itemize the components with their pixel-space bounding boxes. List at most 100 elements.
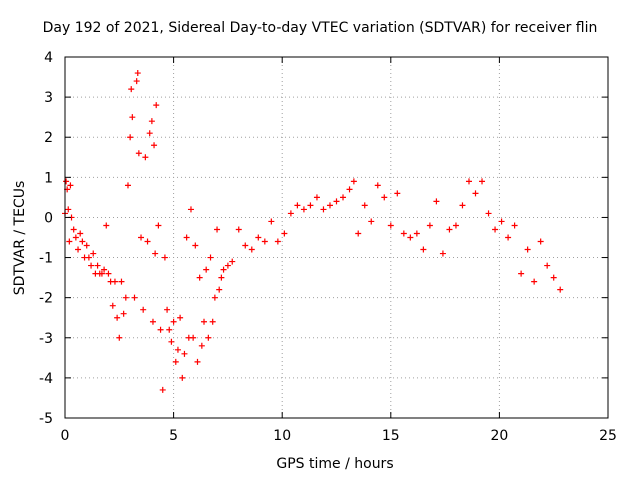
y-axis-label: SDTVAR / TECUs: [12, 180, 28, 296]
data-point: [320, 206, 327, 213]
y-tick-label: -4: [39, 371, 53, 387]
data-points: [62, 70, 564, 393]
data-point: [492, 226, 499, 233]
data-point: [300, 206, 307, 213]
data-point: [361, 202, 368, 209]
data-point: [67, 182, 74, 189]
data-point: [142, 154, 149, 161]
data-point: [140, 306, 147, 313]
data-point: [355, 230, 362, 237]
data-point: [105, 270, 112, 277]
data-point: [209, 318, 216, 325]
data-point: [109, 302, 116, 309]
data-point: [261, 238, 268, 245]
data-point: [131, 294, 138, 301]
data-point: [340, 194, 347, 201]
data-point: [114, 314, 121, 321]
data-point: [531, 278, 538, 285]
data-point: [557, 286, 564, 293]
data-point: [281, 230, 288, 237]
data-point: [381, 194, 388, 201]
y-tick-label: -1: [39, 251, 53, 267]
data-point: [218, 274, 225, 281]
data-point: [235, 226, 242, 233]
data-point: [287, 210, 294, 217]
data-point: [196, 274, 203, 281]
data-point: [138, 234, 145, 241]
data-point: [524, 246, 531, 253]
data-point: [346, 186, 353, 193]
data-point: [135, 150, 142, 157]
data-point: [172, 358, 179, 365]
data-point: [187, 206, 194, 213]
y-tick-label: -2: [39, 291, 53, 307]
axis-ticks: 0 5 10 15 20 25 -5 -4 -3 -2 -1 0 1 2 3 4: [39, 50, 617, 444]
data-point: [65, 206, 72, 213]
data-point: [387, 222, 394, 229]
data-point: [101, 266, 108, 273]
data-point: [83, 242, 90, 249]
data-point: [70, 226, 77, 233]
data-point: [426, 222, 433, 229]
data-point: [85, 254, 92, 261]
data-point: [505, 234, 512, 241]
data-point: [242, 242, 249, 249]
data-point: [122, 294, 129, 301]
data-point: [98, 270, 105, 277]
x-tick-label: 10: [273, 428, 291, 444]
data-point: [537, 238, 544, 245]
data-point: [168, 338, 175, 345]
y-tick-label: -3: [39, 331, 53, 347]
data-point: [183, 234, 190, 241]
data-point: [177, 314, 184, 321]
data-point: [413, 230, 420, 237]
data-point: [90, 250, 97, 257]
data-point: [229, 258, 236, 265]
data-point: [149, 318, 156, 325]
data-point: [75, 246, 82, 253]
data-point: [374, 182, 381, 189]
y-tick-label: 4: [44, 50, 53, 66]
data-point: [216, 286, 223, 293]
data-point: [394, 190, 401, 197]
data-point: [465, 178, 472, 185]
data-point: [120, 310, 127, 317]
data-point: [350, 178, 357, 185]
data-point: [148, 118, 155, 125]
data-point: [116, 334, 123, 341]
data-point: [181, 350, 188, 357]
data-point: [190, 334, 197, 341]
y-tick-label: 2: [44, 130, 53, 146]
data-point: [111, 278, 118, 285]
data-point: [63, 178, 70, 185]
y-tick-label: 3: [44, 90, 53, 106]
data-point: [224, 262, 231, 269]
data-point: [446, 226, 453, 233]
data-point: [103, 222, 110, 229]
y-tick-label: 1: [44, 170, 53, 186]
data-point: [124, 182, 131, 189]
x-tick-label: 15: [382, 428, 400, 444]
data-point: [550, 274, 557, 281]
data-point: [164, 306, 171, 313]
data-point: [294, 202, 301, 209]
data-point: [94, 262, 101, 269]
data-point: [201, 318, 208, 325]
data-point: [439, 250, 446, 257]
data-point: [194, 358, 201, 365]
data-point: [420, 246, 427, 253]
data-point: [268, 218, 275, 225]
data-point: [153, 102, 160, 109]
data-point: [544, 262, 551, 269]
data-point: [274, 238, 281, 245]
data-point: [198, 342, 205, 349]
data-point: [170, 318, 177, 325]
data-point: [127, 134, 134, 141]
data-point: [207, 254, 214, 261]
data-point: [161, 254, 168, 261]
x-tick-label: 5: [169, 428, 178, 444]
data-point: [333, 198, 340, 205]
data-point: [134, 70, 141, 77]
data-point: [400, 230, 407, 237]
data-point: [248, 246, 255, 253]
